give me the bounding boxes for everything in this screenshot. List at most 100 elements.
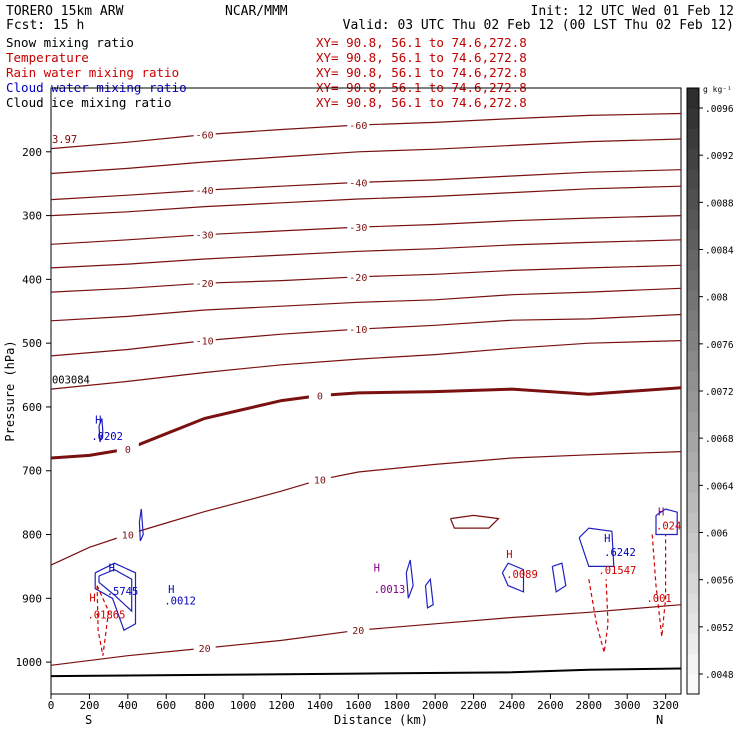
- cloud-water-contour: [501, 562, 525, 593]
- rain-contour: [651, 534, 667, 637]
- rain-contour: [588, 579, 609, 653]
- model-title: TORERO 15km ARW: [6, 4, 124, 19]
- contour-label: -40: [196, 186, 214, 197]
- rain-contour: [96, 585, 110, 656]
- x-tick-label: 2600: [537, 699, 564, 712]
- field-xy: XY= 90.8, 56.1 to 74.6,272.8: [316, 50, 527, 65]
- colorbar-tick-label: .0068: [705, 434, 734, 445]
- cloud-water-contour: [138, 508, 144, 542]
- colorbar-tick-label: .0084: [705, 246, 734, 257]
- colorbar: .0048 .0052 .0056 .006 .0064 .0068 .0072 .0076.…: [686, 85, 734, 695]
- colorbar-cell: [687, 512, 699, 533]
- contour-annotation: H: [374, 563, 380, 575]
- cloud-water-contour: [98, 418, 104, 443]
- temperature-contour: [50, 239, 682, 269]
- contour-label: -30: [196, 231, 214, 242]
- x-end-label-north: N: [656, 713, 663, 727]
- org-label: NCAR/MMM: [225, 4, 288, 19]
- y-tick-label: 400: [22, 273, 42, 286]
- contour-label: 0: [317, 391, 323, 402]
- contour-annotation: H: [109, 563, 115, 575]
- contour-label: 10: [122, 531, 134, 542]
- colorbar-cell: [687, 330, 699, 352]
- contour-label: 20: [352, 626, 364, 637]
- plot-frame: [50, 87, 682, 695]
- contour-annotation: H: [168, 584, 174, 596]
- cloud-water-contour: [98, 568, 133, 613]
- contour-label: -40: [349, 178, 367, 189]
- contour-label: 0: [125, 445, 131, 456]
- colorbar-cell: [687, 391, 699, 412]
- contour-label-bg: [347, 623, 370, 636]
- contour-label: -20: [349, 273, 367, 284]
- colorbar-cell: [687, 532, 699, 554]
- contour-label-bg: [347, 269, 370, 282]
- y-tick-label: 700: [22, 465, 42, 478]
- colorbar-tick-label: .0048: [705, 670, 734, 681]
- colorbar-unit: g kg⁻¹: [703, 85, 732, 94]
- colorbar-tick-label: .0056: [705, 576, 734, 587]
- contour-label: -60: [349, 121, 367, 132]
- colorbar-cell: [687, 593, 699, 614]
- contour-label: -20: [196, 279, 214, 290]
- contour-annotation: .6242: [604, 547, 636, 559]
- x-tick-label: 1200: [268, 699, 295, 712]
- colorbar-tick-label: .0072: [705, 387, 734, 398]
- x-tick-label: 400: [118, 699, 138, 712]
- colorbar-cell: [687, 88, 699, 109]
- valid-time: Valid: 03 UTC Thu 02 Feb 12 (00 LST Thu …: [343, 18, 734, 33]
- forecast-hour: Fcst: 15 h: [6, 18, 84, 33]
- header-text: TORERO 15km ARW Fcst: 15 h NCAR/MMM Init…: [6, 4, 734, 33]
- colorbar-cell: [687, 451, 699, 473]
- colorbar-cell: [687, 310, 699, 331]
- colorbar-cell: [687, 128, 699, 150]
- cloud-water-contour: [424, 577, 434, 609]
- field-name: Temperature: [6, 50, 89, 65]
- y-tick-label: 300: [22, 210, 42, 223]
- colorbar-cell: [687, 633, 699, 655]
- x-tick-label: 2400: [499, 699, 526, 712]
- contours: -60 -60 -40 -40 -30 -30 -20 -20 -10 -10 0 0 10 10 20 20: [50, 112, 682, 678]
- cloud-water-contour: [578, 527, 615, 567]
- colorbar-cell: [687, 431, 699, 453]
- y-tick-label: 500: [22, 337, 42, 350]
- contour-annotation: H: [658, 506, 664, 518]
- contour-annotation: H: [506, 549, 512, 561]
- colorbar-cell: [687, 552, 699, 574]
- cloud-water-contour: [551, 562, 567, 593]
- contour-annotation: .01547: [598, 565, 636, 577]
- contour-annotation: H: [95, 415, 101, 427]
- x-tick-label: 3200: [652, 699, 679, 712]
- colorbar-cell: [687, 189, 699, 210]
- field-xy: XY= 90.8, 56.1 to 74.6,272.8: [316, 95, 527, 110]
- contour-label: -10: [196, 337, 214, 348]
- colorbar-tick-label: .0076: [705, 340, 734, 351]
- init-time: Init: 12 UTC Wed 01 Feb 12: [531, 4, 735, 19]
- contour-annotation: .0012: [164, 596, 196, 608]
- contour-label: -60: [196, 131, 214, 142]
- ground-line: [50, 667, 682, 678]
- x-tick-label: 2200: [460, 699, 487, 712]
- colorbar-cell: [687, 249, 699, 271]
- contour-label-bg: [308, 472, 331, 485]
- x-tick-label: 1400: [307, 699, 334, 712]
- x-tick-label: 2000: [422, 699, 449, 712]
- contour-label: -10: [349, 325, 367, 336]
- y-tick-label: 600: [22, 401, 42, 414]
- colorbar-cell: [687, 673, 699, 695]
- contour-label-bg: [116, 442, 139, 455]
- snow-contour: [449, 514, 500, 529]
- field-name: Cloud ice mixing ratio: [6, 95, 172, 110]
- colorbar-cell: [687, 350, 699, 372]
- contour-label-bg: [347, 175, 370, 188]
- contour-annotation: .024: [656, 520, 681, 532]
- x-tick-label: 0: [48, 699, 55, 712]
- contour-label-bg: [193, 227, 216, 240]
- y-tick-label: 1000: [16, 656, 43, 669]
- colorbar-tick-label: .0092: [705, 151, 734, 162]
- y-tick-label: 900: [22, 592, 42, 605]
- colorbar-cell: [687, 290, 699, 311]
- contour-annotation: .001: [646, 593, 671, 605]
- field-name: Snow mixing ratio: [6, 35, 134, 50]
